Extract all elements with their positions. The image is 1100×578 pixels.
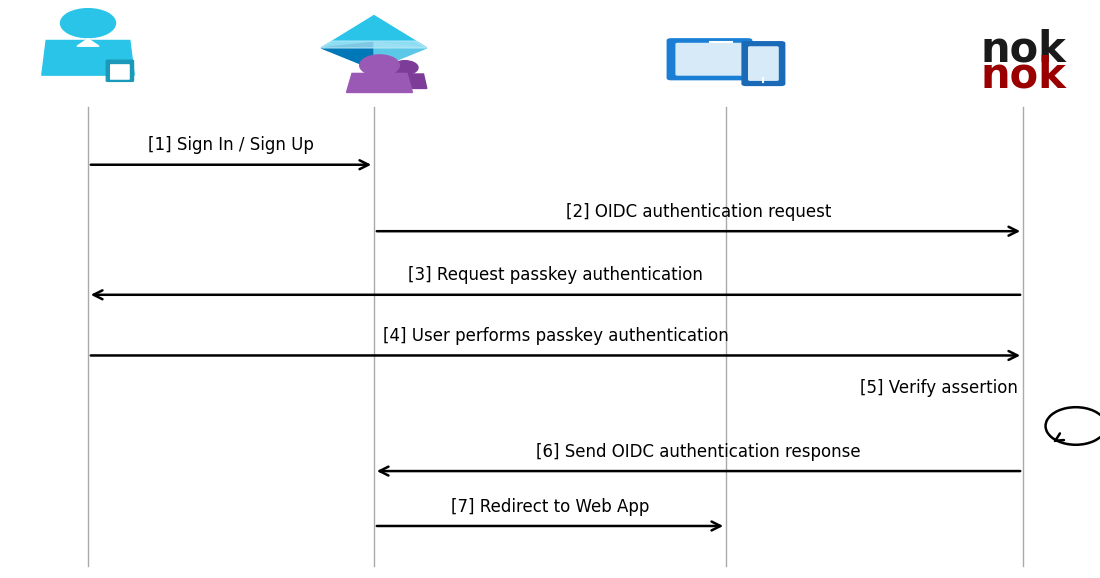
Polygon shape bbox=[390, 74, 427, 88]
FancyBboxPatch shape bbox=[748, 46, 779, 81]
Text: [7] Redirect to Web App: [7] Redirect to Web App bbox=[451, 498, 649, 516]
Polygon shape bbox=[77, 39, 99, 46]
FancyBboxPatch shape bbox=[110, 64, 130, 80]
Circle shape bbox=[360, 55, 399, 76]
FancyBboxPatch shape bbox=[741, 41, 785, 86]
FancyBboxPatch shape bbox=[667, 38, 752, 80]
FancyBboxPatch shape bbox=[106, 60, 134, 82]
Text: [5] Verify assertion: [5] Verify assertion bbox=[859, 379, 1018, 397]
Text: [2] OIDC authentication request: [2] OIDC authentication request bbox=[565, 203, 832, 221]
Polygon shape bbox=[321, 42, 374, 69]
Polygon shape bbox=[374, 42, 427, 69]
Text: [4] User performs passkey authentication: [4] User performs passkey authentication bbox=[383, 327, 728, 345]
Text: [6] Send OIDC authentication response: [6] Send OIDC authentication response bbox=[536, 443, 861, 461]
Text: [1] Sign In / Sign Up: [1] Sign In / Sign Up bbox=[148, 136, 314, 154]
Polygon shape bbox=[346, 73, 412, 92]
Circle shape bbox=[60, 9, 116, 38]
Polygon shape bbox=[42, 40, 134, 75]
Text: nok: nok bbox=[980, 54, 1066, 96]
Text: [3] Request passkey authentication: [3] Request passkey authentication bbox=[408, 266, 703, 284]
Polygon shape bbox=[321, 41, 427, 48]
Polygon shape bbox=[321, 16, 427, 48]
Text: nok: nok bbox=[980, 28, 1066, 70]
Circle shape bbox=[392, 61, 418, 75]
FancyBboxPatch shape bbox=[675, 43, 744, 76]
